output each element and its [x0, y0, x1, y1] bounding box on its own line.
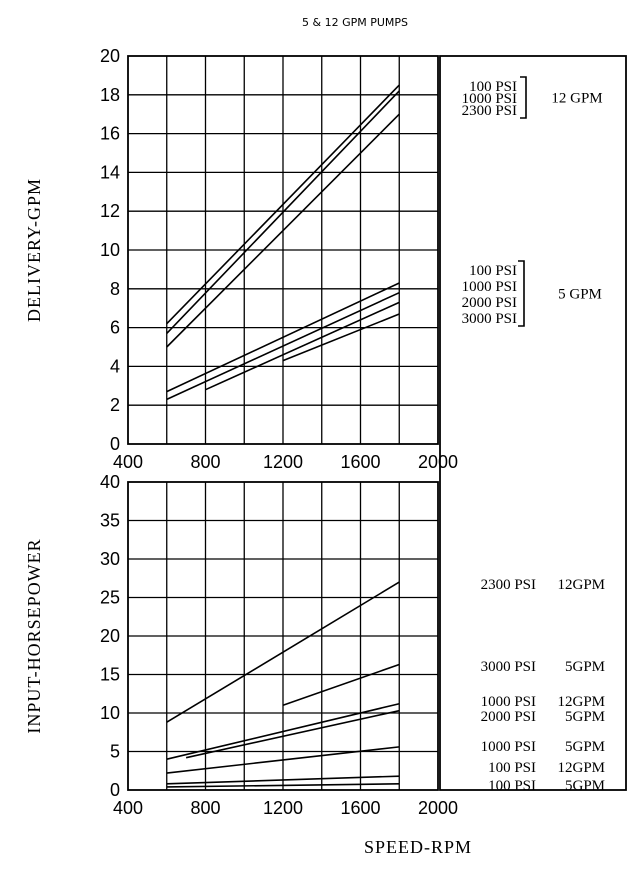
delivery-series-line-0	[166, 84, 400, 325]
horsepower-xtick-2000: 2000	[418, 798, 458, 818]
hp-label-0-psi: 2300 PSI	[481, 577, 536, 593]
horsepower-ytick-30: 30	[100, 549, 120, 569]
horsepower-ytick-15: 15	[100, 665, 120, 685]
legend-0-group-label: 12 GPM	[551, 91, 602, 107]
delivery-ytick-16: 16	[100, 124, 120, 144]
delivery-series-line-6	[282, 313, 400, 362]
horsepower-series-line-0	[166, 581, 400, 723]
horsepower-ytick-10: 10	[100, 703, 120, 723]
horsepower-xtick-400: 400	[113, 798, 143, 818]
legend-1-item-0: 100 PSI	[469, 263, 517, 279]
delivery-series-line-1	[166, 90, 400, 334]
horsepower-series-line-2	[166, 702, 400, 760]
delivery-plot-frame	[127, 55, 439, 445]
horsepower-xtick-800: 800	[190, 798, 220, 818]
horsepower-series-line-4	[166, 746, 400, 774]
hp-label-3-psi: 2000 PSI	[481, 709, 536, 725]
hp-label-3-gpm: 5GPM	[565, 709, 605, 725]
legend-1-item-1: 1000 PSI	[462, 279, 517, 295]
horsepower-plot: 400 800 1200 1600 2000 0 5 10 15 20 25 30 35 40 INPUT-…	[24, 472, 472, 857]
legend-1-bracket	[518, 260, 525, 327]
hp-label-1-psi: 3000 PSI	[481, 659, 536, 675]
delivery-ytick-2: 2	[110, 395, 120, 415]
hp-label-6-gpm: 5GPM	[565, 778, 605, 794]
delivery-ytick-18: 18	[100, 85, 120, 105]
horsepower-series-line-1	[282, 663, 400, 707]
hp-label-6-psi: 100 PSI	[488, 778, 536, 794]
legend-1-group-label: 5 GPM	[558, 287, 602, 303]
delivery-plot: 400 800 1200 1600 2000 0 2 4 6 8 10 12 14 16 18 20 DELIV…	[24, 46, 458, 472]
delivery-series-line-5	[205, 301, 400, 391]
hp-label-4-gpm: 5GPM	[565, 739, 605, 755]
delivery-xtick-1600: 1600	[340, 452, 380, 472]
hp-label-2-psi: 1000 PSI	[481, 694, 536, 710]
legend-1-item-2: 2000 PSI	[462, 295, 517, 311]
delivery-series-line-4	[166, 291, 400, 401]
delivery-xtick-2000: 2000	[418, 452, 458, 472]
hp-label-1-gpm: 5GPM	[565, 659, 605, 675]
horsepower-series-line-6	[166, 783, 400, 788]
delivery-xtick-400: 400	[113, 452, 143, 472]
delivery-ytick-12: 12	[100, 201, 120, 221]
horsepower-xtick-1600: 1600	[340, 798, 380, 818]
horsepower-legend: 2300 PSI 12GPM 3000 PSI 5GPM 1000 PSI 12GPM 20…	[481, 577, 605, 794]
horsepower-x-axis-label: SPEED-RPM	[364, 837, 472, 857]
delivery-ytick-6: 6	[110, 318, 120, 338]
horsepower-ytick-35: 35	[100, 511, 120, 531]
legend-0-item-0: 100 PSI	[469, 79, 517, 95]
horsepower-ytick-40: 40	[100, 472, 120, 492]
hp-label-4-psi: 1000 PSI	[481, 739, 536, 755]
horsepower-xtick-1200: 1200	[263, 798, 303, 818]
legend-0-item-1: 1000 PSI	[462, 91, 517, 107]
horsepower-ytick-20: 20	[100, 626, 120, 646]
horsepower-y-axis-label: INPUT-HORSEPOWER	[24, 538, 44, 733]
legend-0-item-2: 2300 PSI	[462, 103, 517, 119]
delivery-y-axis-label: DELIVERY-GPM	[24, 178, 44, 322]
page-title: 5 & 12 GPM PUMPS	[302, 16, 408, 29]
horsepower-ytick-0: 0	[110, 780, 120, 800]
delivery-series-line-3	[166, 282, 400, 393]
legend-1-item-3: 3000 PSI	[462, 311, 517, 327]
delivery-xtick-800: 800	[190, 452, 220, 472]
hp-label-0-gpm: 12GPM	[557, 577, 605, 593]
delivery-ytick-10: 10	[100, 240, 120, 260]
legend-frame	[439, 55, 627, 791]
hp-label-5-psi: 100 PSI	[488, 760, 536, 776]
delivery-series-line-2	[166, 113, 400, 348]
delivery-ytick-0: 0	[110, 434, 120, 454]
horsepower-ytick-5: 5	[110, 742, 120, 762]
hp-label-2-gpm: 12GPM	[557, 694, 605, 710]
horsepower-series-line-3	[185, 709, 400, 759]
delivery-xtick-1200: 1200	[263, 452, 303, 472]
horsepower-series-line-5	[166, 775, 400, 785]
hp-label-5-gpm: 12GPM	[557, 760, 605, 776]
delivery-ytick-20: 20	[100, 46, 120, 66]
delivery-ytick-4: 4	[110, 356, 120, 376]
horsepower-plot-frame	[127, 481, 439, 791]
delivery-ytick-8: 8	[110, 279, 120, 299]
horsepower-ytick-25: 25	[100, 588, 120, 608]
delivery-ytick-14: 14	[100, 162, 120, 182]
legend-0-bracket	[520, 76, 527, 119]
